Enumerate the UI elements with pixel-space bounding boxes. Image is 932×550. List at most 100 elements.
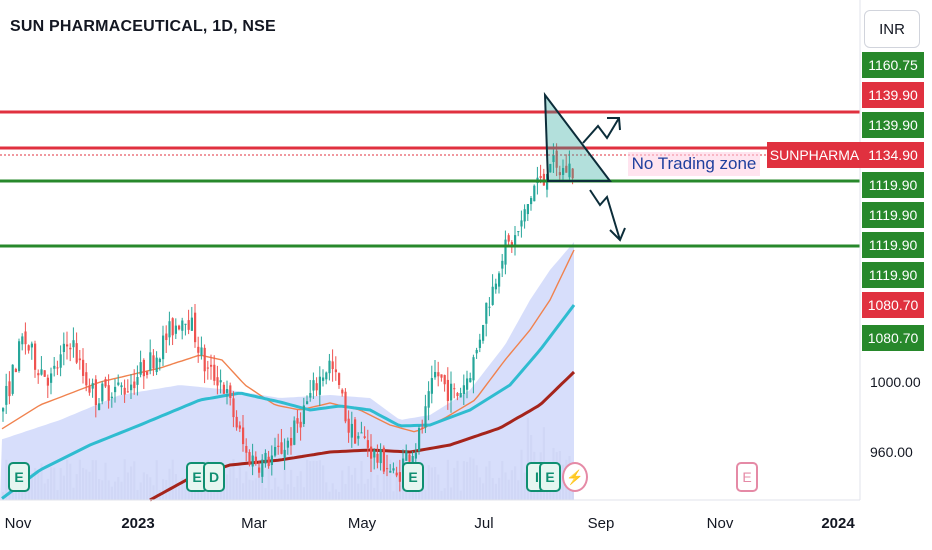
- candle-body: [30, 343, 33, 348]
- candle-body: [258, 467, 261, 473]
- candle-body: [251, 455, 254, 467]
- candle-body: [190, 317, 193, 331]
- candle-body: [21, 336, 24, 345]
- candle-body: [552, 155, 555, 163]
- candle-body: [325, 372, 328, 380]
- candle-body: [24, 331, 27, 345]
- candle-body: [34, 343, 37, 370]
- candle-body: [293, 420, 296, 445]
- candle-body: [530, 198, 533, 205]
- candle-body: [123, 387, 126, 395]
- candle-body: [315, 383, 318, 391]
- candle-body: [245, 445, 248, 453]
- candle-body: [562, 168, 565, 175]
- candle-body: [149, 352, 152, 371]
- axis-lines: [0, 0, 861, 501]
- candle-body: [216, 377, 219, 386]
- candle-body: [18, 341, 21, 372]
- candle-body: [40, 369, 43, 375]
- candle-body: [5, 385, 8, 405]
- up-arrow-head: [607, 117, 621, 131]
- candle-body: [267, 456, 270, 467]
- candle-body: [469, 378, 472, 383]
- candle-body: [382, 447, 385, 472]
- candle-body: [142, 359, 145, 377]
- candle-body: [219, 380, 222, 383]
- candle-body: [133, 381, 136, 389]
- candle-body: [306, 401, 309, 405]
- price-tag: 1080.70: [862, 325, 924, 351]
- candle-body: [373, 450, 376, 458]
- candle-body: [78, 358, 81, 361]
- candle-body: [331, 361, 334, 370]
- ma-fast-line: [1, 249, 575, 433]
- candle-body: [309, 393, 312, 398]
- candle-body: [485, 302, 488, 324]
- flash-icon[interactable]: ⚡: [562, 462, 588, 492]
- y-axis-label: 1000.00: [870, 374, 921, 390]
- candle-body: [197, 346, 200, 353]
- price-tag: 1139.90: [862, 82, 924, 108]
- candle-body: [472, 357, 475, 381]
- price-tag: 1080.70: [862, 292, 924, 318]
- candle-body: [571, 168, 574, 179]
- candle-body: [72, 340, 75, 348]
- candle-body: [270, 455, 273, 466]
- candle-body: [200, 347, 203, 356]
- candle-body: [75, 343, 78, 363]
- candle-body: [354, 419, 357, 444]
- candle-body: [168, 321, 171, 338]
- x-axis-label: Sep: [587, 515, 615, 532]
- candle-body: [526, 204, 529, 215]
- x-axis-label: Nov: [4, 515, 32, 532]
- ma-area-fill: [0, 242, 574, 500]
- x-axis-label: May: [347, 515, 377, 532]
- candle-body: [312, 380, 315, 391]
- candle-body: [539, 176, 542, 178]
- candle-body: [296, 418, 299, 424]
- earnings-marker[interactable]: E: [402, 462, 424, 492]
- candle-body: [94, 379, 97, 406]
- candle-body: [158, 358, 161, 363]
- currency-button[interactable]: INR: [864, 10, 920, 48]
- candle-body: [334, 369, 337, 373]
- candle-body: [504, 239, 507, 265]
- candle-body: [488, 306, 491, 308]
- candle-body: [430, 378, 433, 394]
- candle-body: [475, 349, 478, 354]
- candle-body: [421, 427, 424, 429]
- earnings-marker[interactable]: E: [736, 462, 758, 492]
- candle-body: [491, 286, 494, 305]
- candle-body: [427, 391, 430, 408]
- candle-body: [350, 423, 353, 438]
- candle-body: [347, 418, 350, 433]
- candle-body: [181, 320, 184, 331]
- earnings-marker[interactable]: E: [8, 462, 30, 492]
- candle-body: [389, 470, 392, 473]
- candle-body: [194, 312, 197, 343]
- candle-body: [126, 391, 129, 393]
- candle-body: [146, 371, 149, 375]
- candle-body: [446, 379, 449, 401]
- candle-body: [286, 440, 289, 448]
- candle-body: [290, 437, 293, 446]
- candle-body: [478, 339, 481, 348]
- candle-body: [88, 386, 91, 393]
- candle-body: [338, 373, 341, 385]
- candle-body: [360, 432, 363, 434]
- earnings-marker[interactable]: E: [539, 462, 561, 492]
- candle-body: [226, 389, 229, 393]
- candle-body: [117, 382, 120, 385]
- candle-body: [37, 373, 40, 376]
- candle-body: [318, 376, 321, 395]
- candle-body: [120, 385, 123, 388]
- dividend-marker[interactable]: D: [203, 462, 225, 492]
- x-axis-label: 2023: [121, 515, 155, 532]
- candle-body: [222, 384, 225, 394]
- candle-body: [130, 384, 133, 391]
- candle-body: [248, 452, 251, 465]
- candle-body: [11, 364, 14, 394]
- candle-body: [174, 325, 177, 334]
- candle-body: [517, 231, 520, 233]
